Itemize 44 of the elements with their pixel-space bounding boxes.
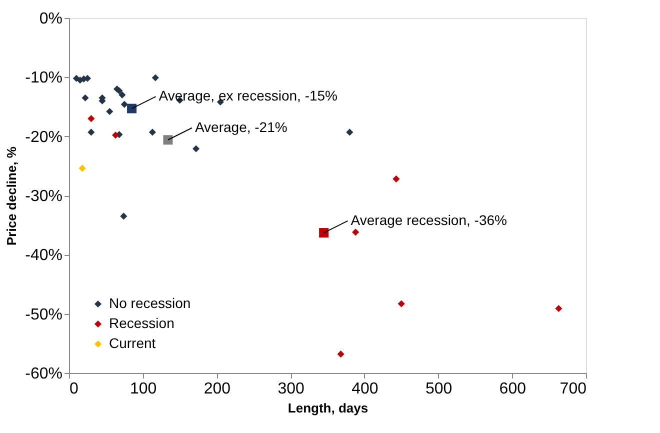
point — [398, 300, 405, 308]
legend-label: Recession — [109, 315, 174, 331]
point — [127, 104, 137, 114]
y-tick-label: -10% — [25, 70, 62, 87]
point — [319, 228, 329, 238]
point — [88, 128, 95, 136]
point — [112, 132, 120, 139]
x-tick-label: 700 — [560, 380, 587, 398]
legend-label: No recession — [109, 295, 191, 311]
point — [78, 164, 86, 172]
legend-label: Current — [109, 335, 156, 351]
y-tick-label: -60% — [25, 366, 62, 382]
point — [163, 135, 173, 145]
y-axis-title: Price decline, % — [4, 146, 20, 246]
point — [120, 100, 128, 108]
point — [88, 115, 95, 122]
point — [152, 74, 159, 82]
x-tick-label: 0 — [70, 380, 78, 398]
point — [120, 212, 128, 220]
point — [192, 145, 200, 152]
point — [82, 94, 89, 102]
point — [346, 128, 354, 136]
x-tick-label: 400 — [352, 380, 378, 398]
y-tick-label: -30% — [25, 188, 62, 205]
point — [106, 108, 114, 116]
x-tick-label: 500 — [425, 380, 452, 398]
x-tick-label: 300 — [278, 380, 305, 398]
annotation: Average, -21% — [194, 118, 288, 135]
annotation: Average recession, -36% — [350, 212, 507, 228]
x-tick-label: 600 — [499, 380, 526, 398]
y-tick-label: -40% — [25, 247, 62, 264]
point — [148, 128, 156, 136]
annotation: Average, ex recession, -15% — [158, 88, 338, 104]
point — [555, 304, 562, 312]
x-axis-title: Length, days — [288, 400, 368, 416]
point — [337, 350, 344, 358]
point — [118, 91, 126, 98]
y-tick-label: 0% — [39, 10, 62, 28]
x-tick-label: 100 — [130, 380, 157, 398]
x-tick-label: 200 — [204, 380, 231, 398]
point — [352, 228, 360, 236]
point — [392, 175, 400, 182]
y-tick-label: -50% — [25, 306, 62, 324]
y-tick-label: -20% — [25, 128, 62, 146]
